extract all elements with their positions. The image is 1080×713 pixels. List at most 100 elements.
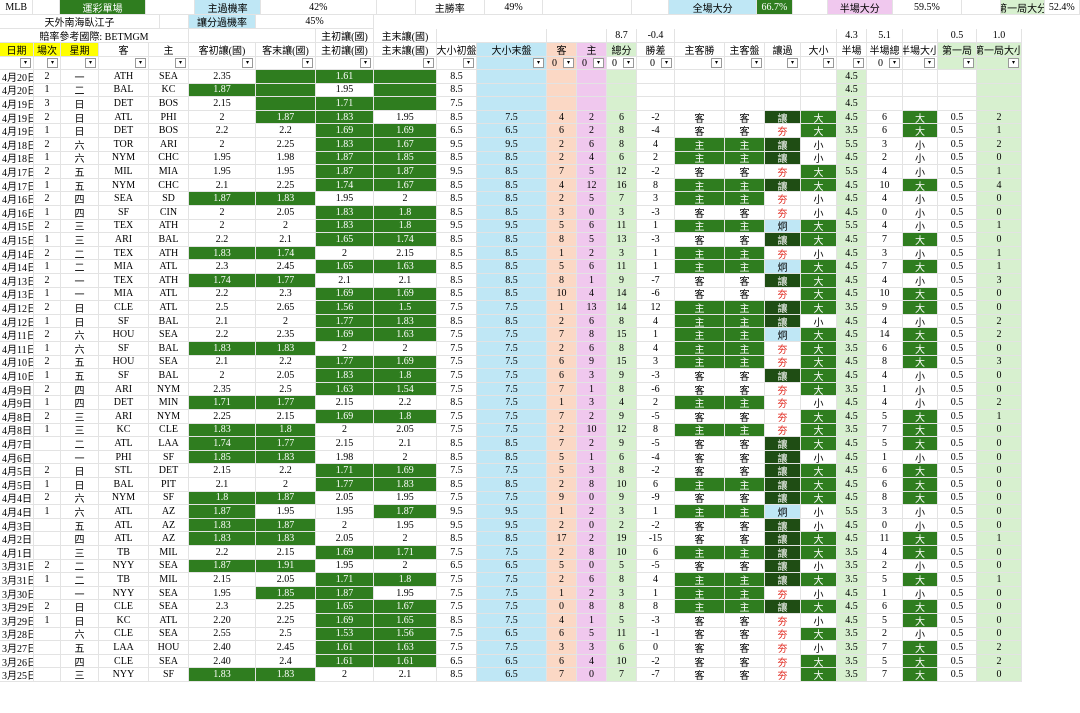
table-cell: 8.5 — [477, 437, 547, 451]
table-row: 4月17日 1 五 NYM CHC 2.1 2.25 1.74 1.67 8.5 8.5 4 12 16 8… — [0, 178, 1080, 193]
filter-dropdown-icon[interactable]: ▾ — [889, 58, 900, 68]
filter-dropdown-icon[interactable]: ▾ — [711, 58, 722, 68]
filter-dropdown-icon[interactable]: ▾ — [787, 58, 798, 68]
table-cell: 主 — [675, 505, 725, 519]
table-cell: -2 — [637, 165, 675, 179]
table-cell: 2 — [34, 410, 61, 424]
table-cell: SF — [99, 369, 149, 383]
filter-dropdown-icon[interactable]: ▾ — [360, 58, 371, 68]
table-cell: 0 — [577, 491, 607, 506]
table-cell: 小 — [801, 192, 837, 206]
filter-dropdown-icon[interactable]: ▾ — [563, 58, 574, 68]
filter-dropdown-icon[interactable]: ▾ — [423, 58, 434, 68]
table-cell: CLE — [99, 627, 149, 642]
table-cell: 1.83 — [189, 668, 256, 682]
first-inning-value: 52.4% — [1044, 0, 1080, 15]
filter-dropdown-icon[interactable]: ▾ — [20, 58, 31, 68]
cell — [146, 0, 196, 15]
filter-cell: 0 ▾ — [607, 57, 637, 70]
filter-dropdown-icon[interactable]: ▾ — [85, 58, 96, 68]
table-cell: 4.5 — [837, 110, 867, 125]
filter-dropdown-icon[interactable]: ▾ — [623, 58, 634, 68]
table-cell: 7.5 — [477, 301, 547, 315]
table-cell: 主 — [725, 586, 765, 601]
table-cell: 4.5 — [837, 287, 867, 302]
filter-dropdown-icon[interactable]: ▾ — [823, 58, 834, 68]
filter-dropdown-icon[interactable]: ▾ — [661, 58, 672, 68]
table-cell: 8.5 — [477, 274, 547, 288]
table-cell: 1.69 — [374, 124, 437, 138]
table-cell: 小 — [903, 518, 938, 533]
filter-value: 0 — [612, 57, 617, 69]
table-cell: SEA — [149, 70, 189, 84]
table-cell: 8.5 — [437, 668, 477, 682]
table-cell: 2.35 — [189, 70, 256, 84]
table-cell: 大 — [903, 342, 938, 356]
filter-dropdown-icon[interactable]: ▾ — [463, 58, 474, 68]
table-cell: 4.5 — [837, 532, 867, 546]
filter-value: 0 — [552, 57, 557, 69]
filter-dropdown-icon[interactable]: ▾ — [853, 58, 864, 68]
table-cell: 1.77 — [316, 355, 374, 370]
table-cell: 客 — [675, 287, 725, 302]
table-cell: 4 — [547, 614, 577, 628]
table-cell: 8 — [607, 382, 637, 397]
table-cell: MIL — [149, 546, 189, 560]
table-cell: 2.1 — [189, 314, 256, 329]
table-cell: SF — [99, 342, 149, 356]
filter-dropdown-icon[interactable]: ▾ — [242, 58, 253, 68]
table-cell: 大 — [903, 301, 938, 315]
table-cell: 6 — [577, 260, 607, 274]
table-cell: 1.83 — [256, 192, 316, 206]
table-cell: 大 — [801, 627, 837, 642]
filter-dropdown-icon[interactable]: ▾ — [1008, 58, 1019, 68]
table-cell: -3 — [637, 206, 675, 220]
table-cell: 客 — [675, 627, 725, 642]
filter-cell: ▾ — [34, 57, 61, 70]
filter-value: 0 — [650, 57, 655, 69]
col-header-5: 客初讓(國) — [189, 43, 256, 57]
table-cell: 小 — [903, 382, 938, 397]
table-cell: 3 — [607, 586, 637, 601]
table-cell: 讓 — [765, 600, 801, 614]
table-cell: 4月18日 — [0, 138, 34, 152]
odds-source-label: 賠率參考國際: BETMGM — [0, 29, 189, 43]
table-cell: 1 — [577, 450, 607, 465]
table-cell: 2 — [977, 328, 1022, 342]
filter-dropdown-icon[interactable]: ▾ — [302, 58, 313, 68]
table-cell: ATL — [149, 614, 189, 628]
table-cell: 主 — [725, 505, 765, 519]
table-cell: 2.05 — [256, 573, 316, 587]
table-cell: 1.83 — [316, 219, 374, 234]
table-cell: 4月2日 — [0, 532, 34, 546]
table-cell: 6 — [577, 342, 607, 356]
table-cell: NYM — [99, 151, 149, 166]
filter-dropdown-icon[interactable]: ▾ — [924, 58, 935, 68]
table-cell: 3月30日 — [0, 586, 34, 601]
table-cell: 讓 — [765, 464, 801, 478]
table-cell: 4月13日 — [0, 287, 34, 302]
table-cell: 2.2 — [189, 233, 256, 247]
table-cell: 2 — [374, 450, 437, 465]
table-cell: 4月15日 — [0, 233, 34, 247]
table-cell: 0.5 — [938, 314, 977, 329]
table-cell: 1.65 — [316, 260, 374, 274]
table-cell: 4月12日 — [0, 314, 34, 329]
filter-dropdown-icon[interactable]: ▾ — [135, 58, 146, 68]
filter-dropdown-icon[interactable]: ▾ — [593, 58, 604, 68]
filter-dropdown-icon[interactable]: ▾ — [751, 58, 762, 68]
table-cell: SF — [99, 314, 149, 329]
filter-dropdown-icon[interactable]: ▾ — [47, 58, 58, 68]
filter-dropdown-icon[interactable]: ▾ — [533, 58, 544, 68]
table-cell: 2 — [977, 396, 1022, 410]
table-cell — [374, 83, 437, 98]
filter-dropdown-icon[interactable]: ▾ — [963, 58, 974, 68]
table-cell: 1 — [977, 219, 1022, 234]
table-cell: 1.69 — [316, 614, 374, 628]
table-cell: 0 — [977, 600, 1022, 614]
table-cell: 0 — [977, 437, 1022, 451]
filter-dropdown-icon[interactable]: ▾ — [175, 58, 186, 68]
table-cell — [374, 97, 437, 111]
table-cell: 小 — [801, 586, 837, 601]
table-cell: 7 — [867, 641, 903, 655]
